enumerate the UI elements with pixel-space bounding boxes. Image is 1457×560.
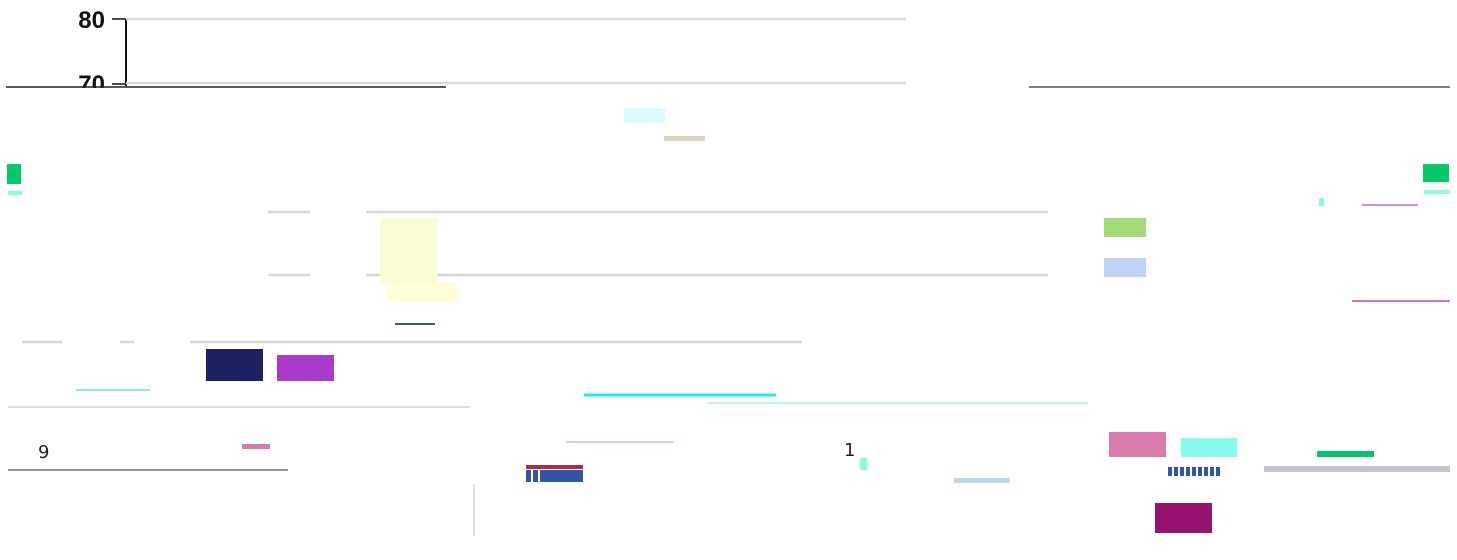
- bar-fragment-teal-right: [1424, 190, 1450, 194]
- noise-strip: [1264, 466, 1450, 472]
- stray-label-9: 9: [38, 442, 49, 463]
- bar-fragment-green-right: [1423, 164, 1449, 182]
- bar-fragment-green-swatch: [1104, 218, 1146, 237]
- grid-layer: [6, 17, 1450, 536]
- bar-fragment-navy: [206, 349, 263, 381]
- bar-fragment-teal-left: [8, 191, 22, 195]
- bar-fragment-pink: [1109, 432, 1166, 457]
- y-tick-label-80: 80: [78, 7, 105, 34]
- bar-fragment-plum: [1155, 503, 1212, 533]
- bar-fragment-sand: [664, 136, 705, 141]
- text-layer: 9 1: [38, 440, 855, 463]
- bar-fragment-separator: [538, 470, 540, 482]
- bar-fragment-cream-low: [387, 283, 457, 302]
- bar-fragment-green-left: [7, 164, 21, 184]
- bar-fragment-teal-tick: [860, 458, 867, 470]
- bar-fragment-green-thin: [1317, 451, 1374, 457]
- bar-fragment-purple: [277, 355, 334, 381]
- bar-fragment-teal-sliver: [1319, 198, 1324, 206]
- comb-tooth: [1216, 467, 1220, 476]
- bar-fragment-cream-tall: [380, 218, 437, 284]
- comb-tooth: [1210, 467, 1214, 476]
- bar-fragment-blue-swatch: [1104, 258, 1146, 277]
- comb-tooth: [1180, 467, 1184, 476]
- bar-fragment-ice: [624, 108, 665, 123]
- tick-label-mask: [60, 88, 120, 100]
- bar-fragment-aqua: [1181, 438, 1237, 457]
- axis-layer: 80 70: [60, 7, 127, 100]
- bar-fragment-separator: [531, 470, 533, 482]
- comb-tooth: [1192, 467, 1196, 476]
- comb-tooth: [1168, 467, 1172, 476]
- comb-tooth: [1186, 467, 1190, 476]
- bar-fragment-blue-lower: [526, 470, 583, 482]
- comb-tooth: [1198, 467, 1202, 476]
- stray-label-1: 1: [844, 440, 855, 461]
- mark-layer: [7, 108, 1450, 533]
- bar-fragment-lightblue-strip: [954, 478, 1010, 483]
- comb-tooth: [1204, 467, 1208, 476]
- bar-fragment-pink-small: [242, 444, 270, 449]
- comb-tooth: [1174, 467, 1178, 476]
- bar-fragment-crimson: [526, 465, 583, 469]
